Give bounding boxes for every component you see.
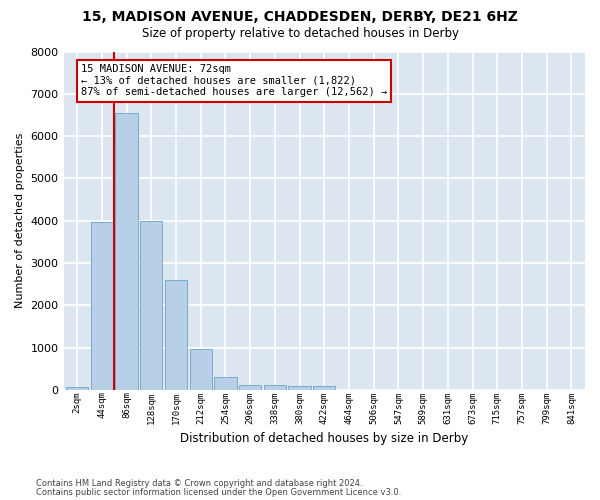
Text: Contains HM Land Registry data © Crown copyright and database right 2024.: Contains HM Land Registry data © Crown c… <box>36 478 362 488</box>
Bar <box>91 222 113 390</box>
Text: 15 MADISON AVENUE: 72sqm
← 13% of detached houses are smaller (1,822)
87% of sem: 15 MADISON AVENUE: 72sqm ← 13% of detach… <box>81 64 387 98</box>
Bar <box>264 384 286 390</box>
Bar <box>214 377 236 390</box>
Bar <box>165 280 187 390</box>
Text: Contains public sector information licensed under the Open Government Licence v3: Contains public sector information licen… <box>36 488 401 497</box>
Text: 15, MADISON AVENUE, CHADDESDEN, DERBY, DE21 6HZ: 15, MADISON AVENUE, CHADDESDEN, DERBY, D… <box>82 10 518 24</box>
Bar <box>66 386 88 390</box>
Bar <box>289 386 311 390</box>
Bar <box>115 113 137 390</box>
Bar <box>239 384 261 390</box>
Bar <box>140 221 163 390</box>
Y-axis label: Number of detached properties: Number of detached properties <box>15 133 25 308</box>
Bar <box>313 386 335 390</box>
X-axis label: Distribution of detached houses by size in Derby: Distribution of detached houses by size … <box>180 432 469 445</box>
Bar <box>190 350 212 390</box>
Text: Size of property relative to detached houses in Derby: Size of property relative to detached ho… <box>142 28 458 40</box>
